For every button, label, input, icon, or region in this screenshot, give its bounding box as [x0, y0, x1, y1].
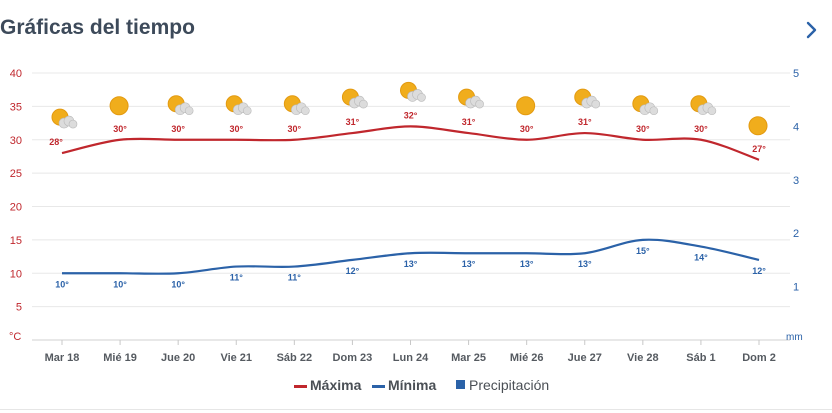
y-right-tick-label: 5	[793, 68, 799, 80]
max-temp-label: 30°	[694, 124, 708, 134]
y-left-tick-label: 10	[10, 268, 22, 280]
x-tick-label: Vie 28	[627, 352, 659, 364]
sun-cloud-icon	[225, 95, 252, 116]
sun-cloud-icon	[167, 95, 194, 116]
x-tick-label: Sáb 22	[277, 352, 312, 364]
max-temp-label: 30°	[636, 124, 650, 134]
sun-icon	[748, 116, 768, 136]
max-temp-label: 28°	[49, 137, 63, 147]
max-temp-label: 32°	[404, 110, 418, 120]
max-temp-label: 30°	[171, 124, 185, 134]
sun-cloud-icon	[400, 81, 426, 102]
x-tick-label: Dom 2	[742, 352, 776, 364]
sun-cloud-icon	[458, 88, 484, 109]
max-temp-label: 30°	[229, 124, 243, 134]
y-left-unit-label: °C	[9, 331, 21, 343]
min-temp-label: 10°	[55, 279, 69, 289]
x-tick-label: Mié 19	[103, 352, 137, 364]
legend-min-label: Mínima	[388, 377, 436, 393]
sun-icon	[516, 96, 536, 116]
min-temp-line	[62, 238, 760, 275]
page-title: Gráficas del tiempo	[0, 16, 195, 39]
legend-precip-label: Precipitación	[469, 377, 549, 393]
y-left-tick-label: 15	[10, 235, 22, 247]
y-left-tick-label: 35	[10, 101, 22, 113]
y-left-tick-label: 5	[16, 302, 22, 314]
sun-cloud-icon	[690, 95, 717, 116]
y-right-tick-label: 2	[793, 228, 799, 240]
legend-max-swatch	[294, 385, 307, 388]
min-temp-label: 11°	[288, 273, 302, 283]
max-temp-label: 31°	[462, 117, 476, 127]
x-tick-label: Jue 20	[161, 352, 195, 364]
max-temp-label: 27°	[752, 144, 766, 154]
max-temp-label: 30°	[288, 124, 302, 134]
min-temp-label: 14°	[694, 253, 708, 263]
min-temp-label: 13°	[578, 259, 592, 269]
min-temp-label: 12°	[346, 266, 360, 276]
min-temp-label: 10°	[171, 279, 185, 289]
legend-min-swatch	[372, 385, 385, 388]
y-left-tick-label: 25	[10, 168, 22, 180]
max-temp-label: 30°	[520, 124, 534, 134]
x-tick-label: Mar 18	[45, 352, 80, 364]
min-temp-label: 13°	[404, 259, 418, 269]
x-tick-label: Mar 25	[451, 352, 486, 364]
min-temp-label: 12°	[752, 266, 766, 276]
sun-cloud-icon	[341, 88, 368, 109]
min-temp-label: 10°	[113, 279, 127, 289]
min-temp-label: 13°	[462, 259, 476, 269]
sun-cloud-icon	[574, 88, 601, 109]
sun-cloud-icon	[632, 95, 659, 116]
x-tick-label: Lun 24	[393, 352, 429, 364]
x-tick-label: Mié 26	[510, 352, 544, 364]
y-left-tick-label: 20	[10, 202, 22, 214]
max-temp-label: 31°	[578, 117, 592, 127]
x-tick-label: Vie 21	[220, 352, 252, 364]
legend-precip-swatch	[456, 380, 465, 389]
y-left-tick-label: 30	[10, 135, 22, 147]
chevron-right-icon[interactable]	[800, 18, 824, 42]
sun-cloud-icon	[51, 108, 78, 129]
y-right-tick-label: 1	[793, 282, 799, 294]
y-right-tick-label: 4	[793, 121, 799, 133]
max-temp-line	[61, 125, 760, 161]
min-temp-label: 13°	[520, 259, 534, 269]
max-temp-label: 30°	[113, 124, 127, 134]
x-tick-label: Sáb 1	[686, 352, 715, 364]
y-left-tick-label: 40	[10, 68, 22, 80]
sun-icon	[109, 96, 129, 116]
sun-cloud-icon	[283, 95, 310, 116]
y-right-unit-label: mm	[786, 332, 803, 343]
x-tick-label: Jue 27	[568, 352, 602, 364]
y-right-tick-label: 3	[793, 175, 799, 187]
divider	[0, 409, 832, 410]
min-temp-label: 11°	[230, 273, 244, 283]
legend-max-label: Máxima	[310, 377, 362, 393]
max-temp-label: 31°	[346, 117, 360, 127]
x-tick-label: Dom 23	[333, 352, 373, 364]
min-temp-label: 15°	[636, 246, 650, 256]
